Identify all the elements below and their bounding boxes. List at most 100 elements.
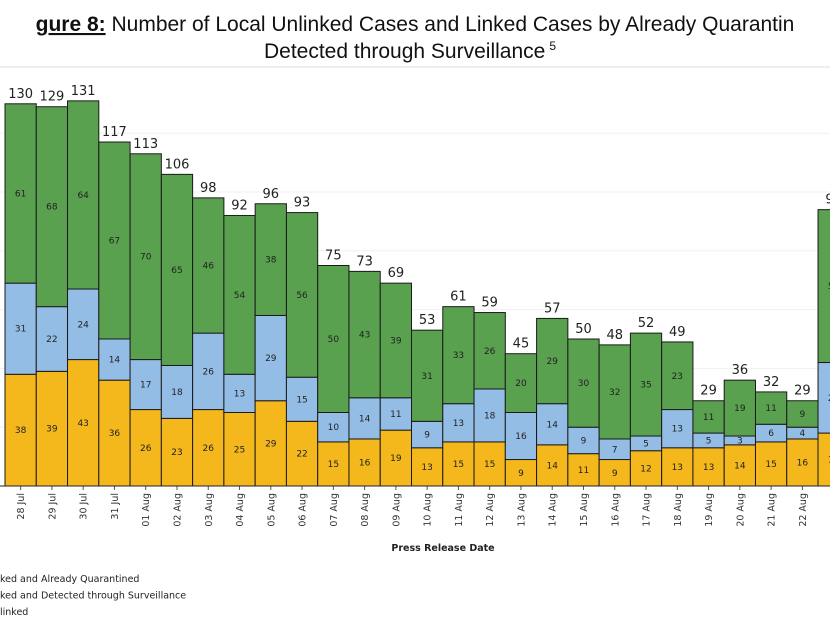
segment-label: 67 bbox=[109, 237, 120, 247]
segment-label: 9 bbox=[424, 431, 430, 441]
segment-label: 15 bbox=[328, 460, 339, 470]
segment-label: 15 bbox=[453, 460, 464, 470]
segment-label: 33 bbox=[453, 351, 464, 361]
bar-segment-1 bbox=[786, 438, 819, 487]
total-label: 45 bbox=[513, 337, 530, 352]
x-tick-label: 17 Aug bbox=[642, 493, 653, 527]
segment-label: 43 bbox=[359, 331, 370, 341]
total-label: 75 bbox=[325, 249, 342, 264]
bar-segment-3 bbox=[692, 400, 725, 434]
bar-segment-1 bbox=[817, 432, 830, 487]
total-label: 92 bbox=[231, 199, 248, 214]
x-tick-label: 31 Jul bbox=[110, 493, 121, 520]
total-label: 73 bbox=[356, 254, 373, 269]
segment-label: 12 bbox=[640, 464, 651, 474]
segment-label: 13 bbox=[421, 463, 432, 473]
bar-segment-3 bbox=[192, 197, 225, 334]
segment-label: 9 bbox=[612, 469, 618, 479]
legend-entry: linked bbox=[0, 607, 28, 618]
segment-label: 68 bbox=[46, 203, 58, 213]
segment-label: 39 bbox=[46, 425, 58, 435]
bar-segment-3 bbox=[317, 265, 350, 413]
bar-segment-2 bbox=[504, 412, 538, 461]
segment-label: 29 bbox=[546, 357, 558, 367]
bar-segment-1 bbox=[536, 444, 569, 487]
segment-label: 52 bbox=[828, 282, 830, 292]
segment-label: 15 bbox=[296, 395, 307, 405]
segment-label: 18 bbox=[484, 411, 496, 421]
total-label: 98 bbox=[200, 181, 217, 196]
segment-label: 11 bbox=[703, 413, 714, 423]
bar-segment-3 bbox=[754, 391, 788, 425]
segment-label: 20 bbox=[515, 379, 527, 389]
segment-label: 18 bbox=[828, 456, 830, 466]
bar-segment-2 bbox=[223, 373, 256, 413]
segment-label: 22 bbox=[296, 450, 307, 460]
bar-segment-3 bbox=[223, 215, 256, 375]
total-label: 96 bbox=[263, 187, 280, 202]
segment-label: 14 bbox=[546, 461, 558, 471]
bar-segment-3 bbox=[817, 209, 830, 364]
segment-label: 65 bbox=[171, 266, 182, 276]
bar-segment-1 bbox=[692, 447, 725, 487]
segment-label: 29 bbox=[265, 439, 277, 449]
chart-title-line1: gure 8: Number of Local Unlinked Cases a… bbox=[36, 13, 795, 36]
x-tick-label: 21 Aug bbox=[767, 493, 778, 527]
x-tick-label: 13 Aug bbox=[516, 493, 527, 527]
total-label: 50 bbox=[575, 322, 592, 337]
total-label: 69 bbox=[388, 266, 405, 281]
footnote-marker: 5 bbox=[549, 39, 556, 53]
x-tick-label: 14 Aug bbox=[548, 493, 559, 527]
bar-segment-2 bbox=[473, 388, 506, 443]
segment-label: 15 bbox=[484, 460, 495, 470]
x-tick-label: 06 Aug bbox=[298, 493, 309, 527]
x-tick-label: 04 Aug bbox=[235, 493, 246, 527]
segment-label: 26 bbox=[484, 347, 496, 357]
bar-segment-2 bbox=[129, 359, 162, 411]
bar-segment-3 bbox=[786, 400, 819, 428]
bar-segment-2 bbox=[4, 282, 37, 375]
segment-label: 6 bbox=[768, 429, 774, 439]
segment-label: 31 bbox=[15, 325, 26, 335]
segment-label: 23 bbox=[171, 448, 182, 458]
bar-segment-3 bbox=[129, 153, 162, 361]
bar-segment-1 bbox=[598, 459, 631, 487]
segment-label: 7 bbox=[612, 445, 618, 455]
segment-label: 16 bbox=[359, 458, 371, 468]
segment-label: 54 bbox=[234, 291, 246, 301]
bar-segment-3 bbox=[473, 312, 506, 390]
segment-label: 26 bbox=[140, 444, 152, 454]
bar-segment-3 bbox=[661, 341, 694, 411]
bar-segment-3 bbox=[285, 212, 319, 378]
total-label: 93 bbox=[294, 196, 311, 211]
bar-segment-3 bbox=[411, 329, 444, 422]
segment-label: 22 bbox=[46, 335, 57, 345]
segment-label: 30 bbox=[578, 379, 590, 389]
total-label: 94 bbox=[825, 193, 830, 208]
segment-label: 43 bbox=[77, 419, 88, 429]
x-tick-label: 19 Aug bbox=[704, 493, 715, 527]
bar-segment-2 bbox=[35, 306, 69, 372]
x-tick-label: 08 Aug bbox=[360, 493, 371, 527]
x-tick-label: 30 Jul bbox=[79, 493, 90, 520]
segment-label: 9 bbox=[518, 469, 524, 479]
segment-label: 13 bbox=[453, 419, 464, 429]
segment-label: 14 bbox=[734, 461, 746, 471]
bar-segment-3 bbox=[348, 270, 381, 399]
segment-label: 24 bbox=[77, 320, 89, 330]
legend-entry: ked and Detected through Surveillance bbox=[0, 591, 186, 602]
bar-segment-3 bbox=[598, 344, 631, 440]
segment-label: 38 bbox=[265, 256, 277, 266]
bar-segment-2 bbox=[98, 338, 131, 381]
segment-label: 15 bbox=[765, 460, 776, 470]
bar-segment-1 bbox=[442, 441, 475, 487]
x-tick-label: 20 Aug bbox=[735, 493, 746, 527]
segment-label: 14 bbox=[109, 356, 121, 366]
bar-segment-3 bbox=[67, 100, 100, 290]
legend-entry: ked and Already Quarantined bbox=[0, 574, 139, 585]
total-label: 117 bbox=[102, 125, 127, 140]
bar-segment-3 bbox=[4, 103, 37, 284]
bar-segment-1 bbox=[379, 429, 413, 487]
title-text-2: Detected through Surveillance bbox=[264, 40, 545, 63]
segment-label: 19 bbox=[390, 454, 402, 464]
